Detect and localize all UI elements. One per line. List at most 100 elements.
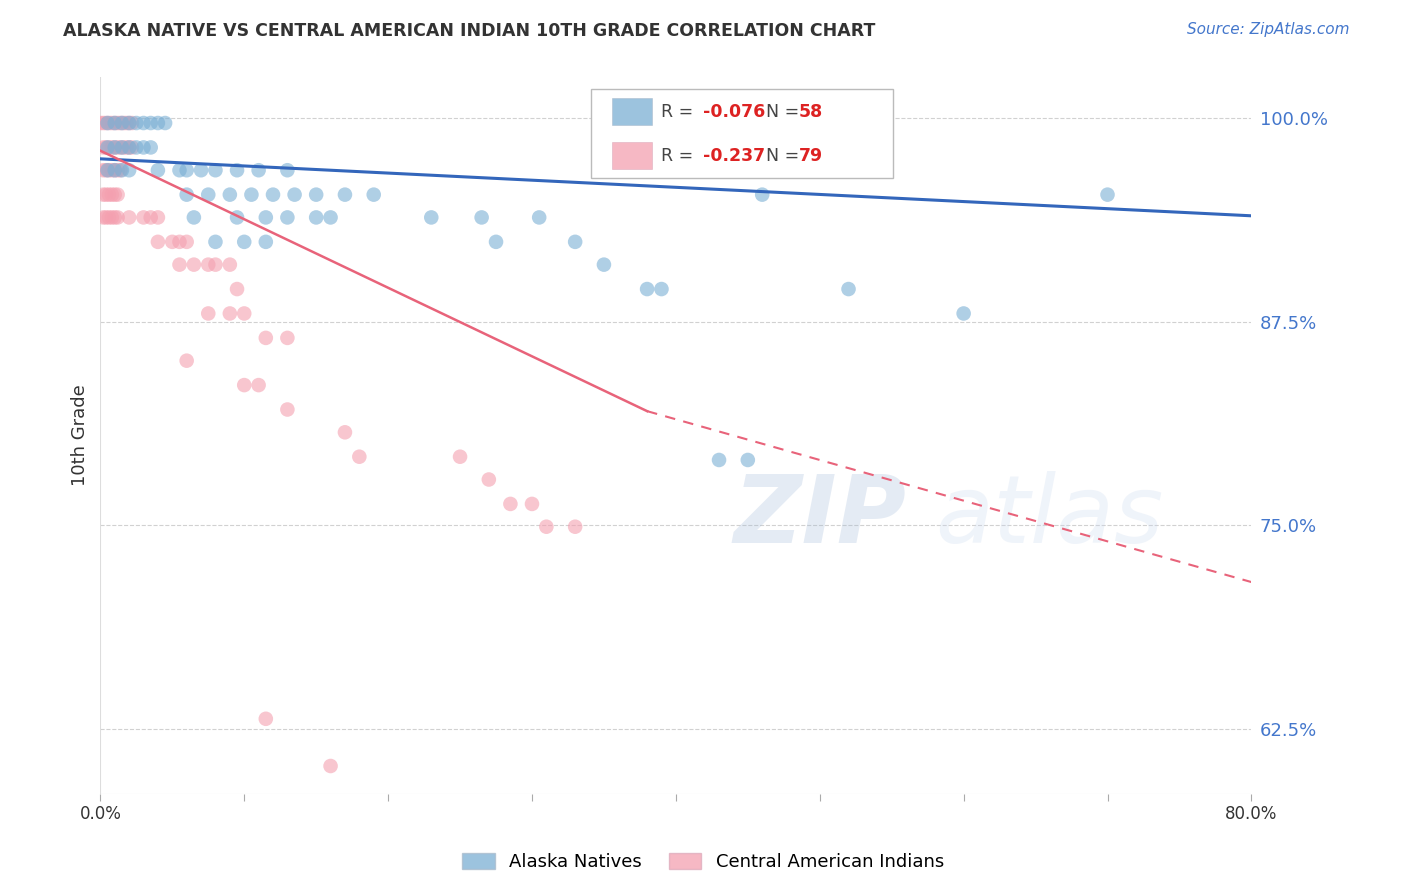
Point [146,235,169,249]
Point [98,163,121,178]
Point [218,306,240,320]
Point [118,140,141,154]
Text: Source: ZipAtlas.com: Source: ZipAtlas.com [1187,22,1350,37]
Point [176,353,198,368]
Point [98,211,121,225]
Point [111,163,134,178]
Point [104,116,127,130]
Point [110,163,132,178]
Point [111,140,134,154]
Point [107,187,129,202]
Point [91,116,114,130]
Point [104,163,127,178]
Point [132,116,155,130]
Point [737,453,759,467]
Point [146,116,169,130]
Point [94,187,117,202]
Point [305,187,328,202]
Point [363,187,385,202]
Point [91,163,114,178]
Text: N =: N = [755,147,804,165]
Point [104,140,127,154]
Point [254,712,277,726]
Point [564,235,586,249]
Point [319,759,342,773]
Point [636,282,658,296]
Point [94,163,117,178]
Text: -0.076: -0.076 [703,103,765,120]
Point [319,211,342,225]
Text: R =: R = [661,103,699,120]
Point [110,116,132,130]
Point [101,187,124,202]
Point [118,140,141,154]
Point [94,211,117,225]
Point [254,331,277,345]
Point [107,211,129,225]
Point [125,140,148,154]
Point [89,116,111,130]
Point [333,425,356,440]
Point [197,306,219,320]
Point [146,211,169,225]
Point [115,140,138,154]
Point [838,282,860,296]
Point [197,258,219,272]
Point [96,116,118,130]
Point [226,163,249,178]
Point [420,211,443,225]
Point [536,519,558,533]
Point [146,163,169,178]
Point [1097,187,1119,202]
Point [204,163,226,178]
Point [104,116,127,130]
Point [183,258,205,272]
Text: ALASKA NATIVE VS CENTRAL AMERICAN INDIAN 10TH GRADE CORRELATION CHART: ALASKA NATIVE VS CENTRAL AMERICAN INDIAN… [63,22,876,40]
Point [650,282,672,296]
Point [169,163,191,178]
Point [91,211,114,225]
Point [707,453,730,467]
Point [98,187,121,202]
Point [132,211,155,225]
Point [254,211,277,225]
Point [176,187,198,202]
Point [190,163,212,178]
Point [162,235,184,249]
Point [104,187,127,202]
Point [751,187,773,202]
Point [94,116,117,130]
Point [183,211,205,225]
Point [520,497,543,511]
Point [139,211,162,225]
Legend: Alaska Natives, Central American Indians: Alaska Natives, Central American Indians [454,846,952,879]
Point [218,187,240,202]
Point [284,187,307,202]
Text: 58: 58 [799,103,823,120]
Point [262,187,284,202]
Point [218,258,240,272]
Point [96,163,118,178]
Text: atlas: atlas [935,472,1163,563]
Point [349,450,371,464]
Point [276,402,298,417]
Text: -0.237: -0.237 [703,147,765,165]
Point [169,235,191,249]
Point [226,282,249,296]
Point [276,331,298,345]
Point [197,187,219,202]
Point [276,211,298,225]
Point [118,163,141,178]
Point [118,211,141,225]
Y-axis label: 10th Grade: 10th Grade [72,384,89,486]
Point [204,235,226,249]
Point [333,187,356,202]
Point [104,140,127,154]
Point [115,116,138,130]
Point [101,140,124,154]
Point [176,235,198,249]
Point [118,116,141,130]
Point [254,235,277,249]
Point [564,519,586,533]
Point [751,163,773,178]
